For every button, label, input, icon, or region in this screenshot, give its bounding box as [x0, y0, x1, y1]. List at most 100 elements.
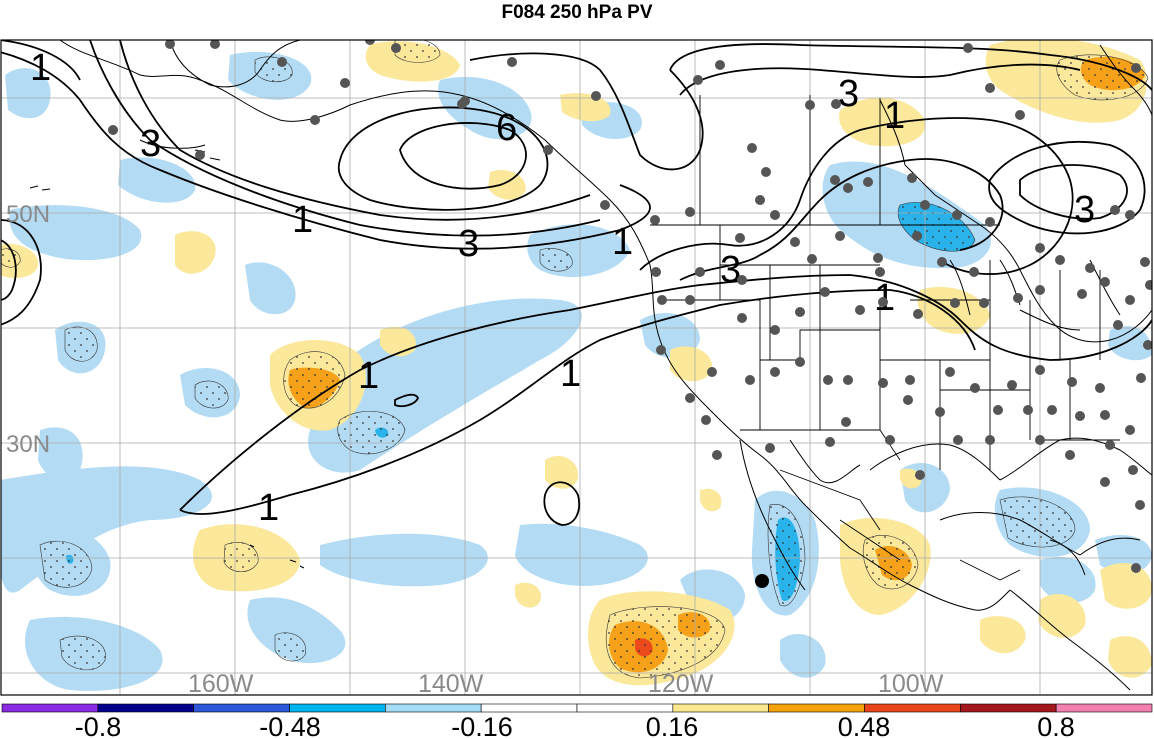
station-dot [945, 367, 955, 377]
contour-label: 1 [612, 221, 633, 263]
colorbar-label: -0.16 [451, 712, 513, 739]
colorbar-label: -0.48 [259, 712, 321, 739]
station-dot [950, 298, 960, 308]
station-dot [770, 367, 780, 377]
station-dot [843, 183, 853, 193]
colorbar-swatch [672, 703, 769, 713]
station-dot [1110, 205, 1120, 215]
pv-contour [337, 106, 549, 211]
station-dot [1015, 110, 1025, 120]
station-dot [907, 173, 917, 183]
coastlines [29, 40, 1152, 691]
station-dot [903, 395, 913, 405]
station-dot [1145, 280, 1152, 290]
station-dot [1013, 293, 1023, 303]
colorbar-label: -0.8 [75, 712, 122, 739]
colorbar-swatch [960, 703, 1057, 713]
station-dot [1075, 411, 1085, 421]
contour-label: 6 [496, 107, 517, 149]
station-dot [825, 437, 835, 447]
pv-contour [1019, 164, 1128, 220]
station-dot [979, 298, 989, 308]
contour-label: 3 [140, 123, 161, 165]
station-dot [591, 91, 601, 101]
station-dot [685, 207, 695, 217]
station-dot [1047, 405, 1057, 415]
station-dot [1077, 289, 1087, 299]
station-dot [963, 43, 973, 53]
colorbar-swatch [576, 703, 674, 713]
colorbar-swatch [1, 703, 99, 713]
pv-contour [119, 40, 591, 221]
contour-label: 1 [30, 47, 51, 89]
station-dot [805, 100, 815, 110]
pv-contour [669, 43, 1152, 91]
station-dot [1136, 373, 1146, 383]
station-dot [985, 83, 995, 93]
station-dot [820, 287, 830, 297]
colorbar-swatch [289, 703, 386, 713]
station-dot [755, 195, 765, 205]
station-dot [1125, 425, 1135, 435]
pv-contour [639, 117, 1074, 275]
lon-label-140w: 140W [418, 670, 484, 698]
station-dot [747, 143, 757, 153]
station-markers [108, 40, 1152, 573]
station-dot [841, 417, 851, 427]
station-dot [1100, 477, 1110, 487]
station-dot [1035, 365, 1045, 375]
pv-contour [1, 219, 42, 326]
station-dot [737, 275, 747, 285]
contour-label: 3 [720, 249, 741, 291]
station-dot [1055, 255, 1065, 265]
station-dot [701, 415, 711, 425]
station-dot [855, 305, 865, 315]
page-title: F084 250 hPa PV [501, 2, 653, 23]
station-dot [457, 99, 467, 109]
station-dot [1131, 563, 1141, 573]
contour-label: 3 [838, 73, 859, 115]
station-dot [1035, 243, 1045, 253]
colorbar-swatch [193, 703, 290, 713]
black-dot-marker [755, 574, 769, 588]
station-dot [507, 57, 517, 67]
pv-contour [543, 481, 580, 526]
contour-label: 1 [292, 199, 313, 241]
lat-label-50n: 50N [6, 201, 50, 228]
station-dot [952, 210, 962, 220]
station-dot [993, 405, 1003, 415]
station-dot [656, 345, 666, 355]
station-dot [1143, 340, 1152, 350]
station-dot [310, 115, 320, 125]
station-dot [1135, 500, 1145, 510]
station-dot [1035, 435, 1045, 445]
pv-contour [89, 40, 601, 237]
contour-label: 1 [884, 95, 905, 137]
station-dot [935, 407, 945, 417]
station-dot [835, 231, 845, 241]
station-dot [970, 383, 980, 393]
station-dot [195, 150, 205, 160]
station-dot [543, 145, 553, 155]
pv-contour [394, 393, 419, 408]
lon-label-120w: 120W [648, 670, 714, 698]
station-dot [277, 57, 287, 67]
station-dot [795, 307, 805, 317]
station-dot [1125, 295, 1135, 305]
station-dot [953, 435, 963, 445]
station-dot [745, 375, 755, 385]
colorbar [1, 703, 1153, 713]
station-dot [1095, 383, 1105, 393]
station-dot [885, 435, 895, 445]
station-dot [340, 78, 350, 88]
station-dot [1113, 320, 1123, 330]
station-dot [685, 393, 695, 403]
station-dot [985, 435, 995, 445]
pv-contour [988, 141, 1146, 235]
station-dot [761, 167, 771, 177]
station-dot [920, 200, 930, 210]
colorbar-label: 0.48 [838, 712, 891, 739]
station-dot [1100, 277, 1110, 287]
station-dot [905, 375, 915, 385]
